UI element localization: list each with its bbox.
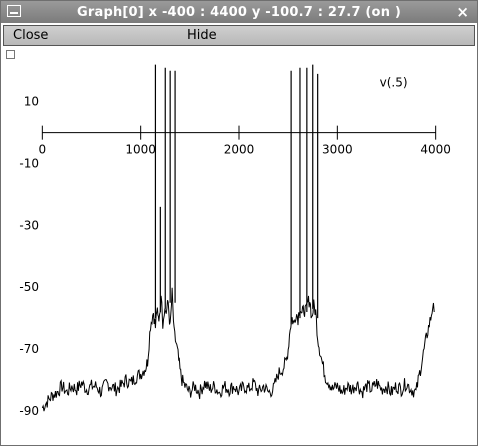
y-tick-label: 10 [24, 95, 39, 109]
close-menu-button[interactable]: Close [13, 28, 49, 43]
x-tick-label: 4000 [420, 143, 451, 157]
window-title: Graph[0] x -400 : 4400 y -100.7 : 27.7 (… [76, 4, 402, 20]
y-tick-label: -10 [19, 157, 39, 171]
voltage-plot: 0 1000 2000 3000 4000 10 -10 -30 -50 -70 -90 v(.5) [19, 64, 451, 418]
y-tick-label: -50 [19, 280, 39, 294]
x-tick-label: 3000 [322, 143, 353, 157]
voltage-trace [41, 287, 435, 412]
graph-checkbox[interactable] [6, 50, 15, 59]
x-tick-label: 2000 [224, 143, 255, 157]
x-tick-label: 1000 [125, 143, 156, 157]
y-tick-label: -90 [19, 404, 39, 418]
title-bar[interactable]: Graph[0] x -400 : 4400 y -100.7 : 27.7 (… [1, 1, 477, 23]
y-tick-label: -30 [19, 218, 39, 232]
series-label: v(.5) [380, 75, 408, 89]
close-icon[interactable]: × [456, 3, 469, 21]
x-tick-label: 0 [39, 143, 47, 157]
y-tick-label: -70 [19, 342, 39, 356]
hide-menu-button[interactable]: Hide [187, 28, 217, 43]
menu-bar: Close Hide [3, 25, 475, 46]
window-menu-icon[interactable] [7, 5, 21, 17]
graph-canvas[interactable]: 0 1000 2000 3000 4000 10 -10 -30 -50 -70 -90 v(.5) [3, 47, 475, 444]
